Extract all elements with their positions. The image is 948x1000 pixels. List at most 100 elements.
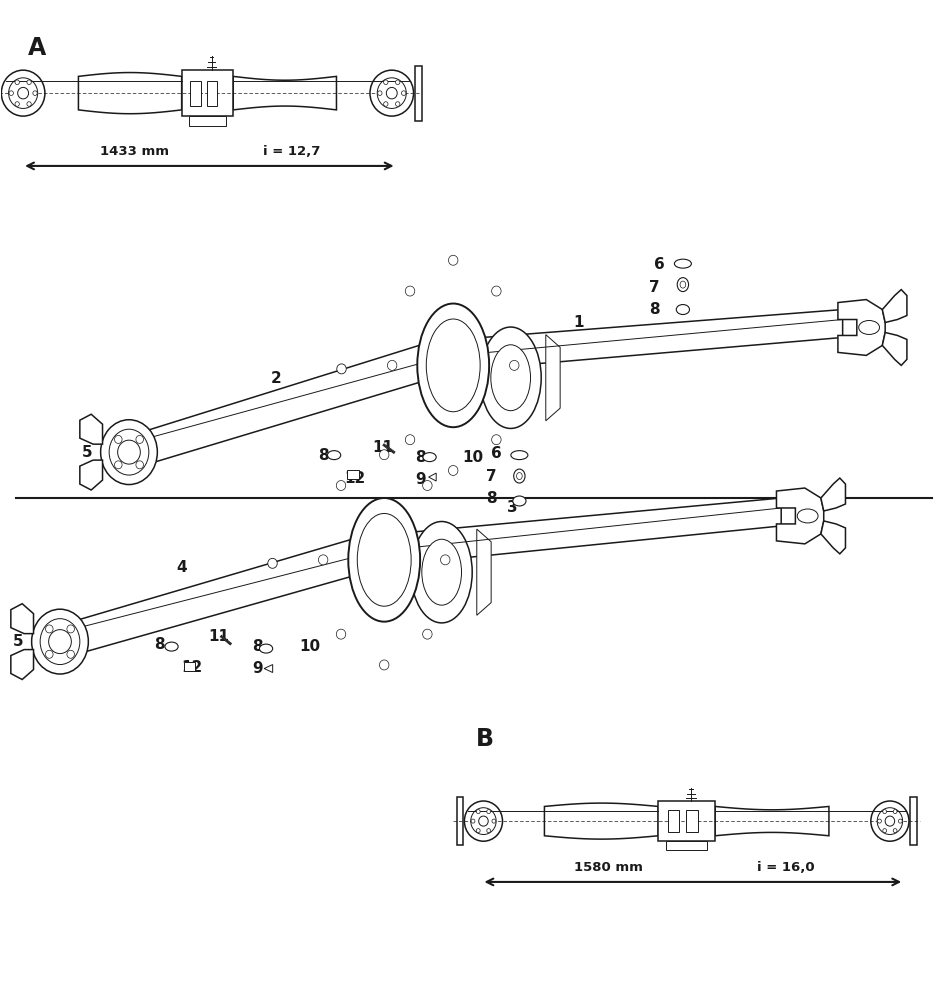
Circle shape	[486, 829, 490, 833]
Circle shape	[9, 78, 38, 108]
Circle shape	[67, 625, 75, 633]
Circle shape	[877, 808, 902, 835]
Circle shape	[893, 829, 897, 833]
Circle shape	[67, 650, 75, 658]
Circle shape	[136, 461, 143, 469]
Polygon shape	[546, 335, 560, 421]
Text: 8: 8	[252, 639, 263, 654]
Ellipse shape	[423, 453, 436, 462]
Circle shape	[370, 70, 413, 116]
Ellipse shape	[260, 644, 273, 653]
Circle shape	[9, 91, 13, 95]
Text: 8: 8	[155, 637, 165, 652]
Circle shape	[337, 364, 346, 374]
Ellipse shape	[427, 319, 480, 412]
Circle shape	[885, 816, 895, 826]
FancyBboxPatch shape	[208, 81, 217, 106]
Polygon shape	[80, 414, 102, 444]
Ellipse shape	[40, 619, 80, 665]
Ellipse shape	[109, 429, 149, 475]
Circle shape	[337, 481, 346, 490]
Polygon shape	[838, 300, 885, 355]
Text: 4: 4	[176, 560, 187, 575]
Circle shape	[406, 286, 415, 296]
Circle shape	[319, 555, 328, 565]
Circle shape	[878, 819, 882, 823]
Ellipse shape	[411, 522, 472, 623]
Polygon shape	[189, 116, 226, 126]
Polygon shape	[10, 650, 33, 680]
Polygon shape	[148, 344, 425, 464]
Circle shape	[267, 558, 277, 568]
Text: i = 16,0: i = 16,0	[757, 861, 814, 874]
Text: 2: 2	[271, 371, 282, 386]
Ellipse shape	[100, 420, 157, 485]
FancyBboxPatch shape	[191, 81, 201, 106]
Text: 5: 5	[12, 634, 24, 649]
Ellipse shape	[514, 469, 525, 483]
Circle shape	[388, 360, 397, 370]
Circle shape	[509, 360, 519, 370]
Text: 1: 1	[574, 315, 584, 330]
Circle shape	[1, 70, 45, 116]
Polygon shape	[413, 498, 781, 563]
Circle shape	[476, 810, 480, 814]
Circle shape	[115, 461, 122, 469]
Ellipse shape	[348, 498, 420, 622]
Circle shape	[27, 102, 31, 106]
Polygon shape	[477, 529, 491, 615]
Polygon shape	[544, 803, 658, 839]
Polygon shape	[821, 478, 846, 511]
Text: 1433 mm: 1433 mm	[100, 145, 169, 158]
Circle shape	[871, 801, 909, 841]
Circle shape	[492, 435, 501, 445]
Text: 8: 8	[318, 448, 329, 463]
Polygon shape	[10, 604, 33, 634]
Text: A: A	[27, 36, 46, 60]
Text: 8: 8	[415, 450, 426, 465]
Ellipse shape	[797, 509, 818, 523]
Polygon shape	[883, 332, 907, 365]
Circle shape	[423, 629, 432, 639]
FancyBboxPatch shape	[184, 662, 195, 671]
Text: 9: 9	[252, 661, 263, 676]
Circle shape	[406, 435, 415, 445]
Ellipse shape	[517, 473, 522, 480]
Circle shape	[15, 102, 19, 106]
Circle shape	[883, 829, 886, 833]
Text: 5: 5	[862, 321, 872, 336]
Circle shape	[486, 810, 490, 814]
Polygon shape	[666, 841, 707, 850]
Circle shape	[471, 808, 496, 835]
Polygon shape	[233, 76, 337, 110]
Ellipse shape	[674, 259, 691, 268]
Circle shape	[115, 435, 122, 443]
Ellipse shape	[511, 451, 528, 460]
Circle shape	[33, 91, 37, 95]
Circle shape	[899, 819, 902, 823]
Circle shape	[337, 629, 346, 639]
FancyBboxPatch shape	[668, 810, 679, 832]
FancyBboxPatch shape	[686, 810, 698, 832]
Circle shape	[402, 91, 406, 95]
Ellipse shape	[677, 278, 688, 292]
Circle shape	[423, 481, 432, 490]
Text: 3: 3	[507, 500, 518, 515]
Circle shape	[48, 630, 71, 654]
Text: 6: 6	[491, 446, 501, 461]
Ellipse shape	[491, 345, 531, 411]
Circle shape	[15, 80, 19, 85]
FancyBboxPatch shape	[457, 797, 464, 845]
Circle shape	[379, 660, 389, 670]
Circle shape	[883, 810, 886, 814]
Polygon shape	[658, 801, 715, 841]
Polygon shape	[79, 73, 182, 114]
Circle shape	[448, 255, 458, 265]
Text: 1580 mm: 1580 mm	[574, 861, 643, 874]
Polygon shape	[883, 290, 907, 322]
FancyBboxPatch shape	[910, 797, 917, 845]
Text: 10: 10	[463, 450, 483, 465]
Circle shape	[465, 801, 502, 841]
Circle shape	[471, 819, 475, 823]
Polygon shape	[80, 460, 102, 490]
